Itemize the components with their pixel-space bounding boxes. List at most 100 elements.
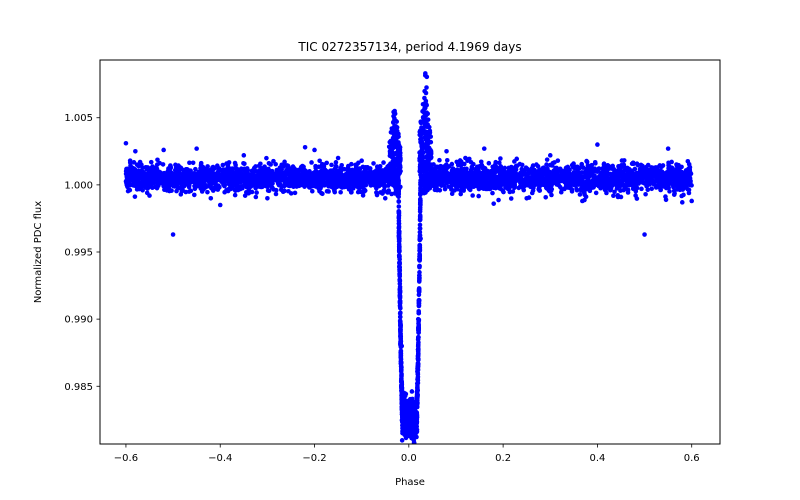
data-point xyxy=(403,434,409,439)
data-point xyxy=(640,179,646,185)
data-point xyxy=(569,187,575,192)
data-point xyxy=(134,187,140,192)
data-point xyxy=(222,182,228,187)
data-point xyxy=(137,159,143,165)
data-point xyxy=(437,180,442,185)
data-point xyxy=(557,178,563,184)
data-point xyxy=(569,178,575,184)
data-point xyxy=(486,175,492,181)
data-point xyxy=(374,190,379,195)
data-point xyxy=(460,167,466,172)
data-point xyxy=(324,169,329,174)
data-point xyxy=(628,179,634,184)
data-point xyxy=(285,180,291,185)
data-point xyxy=(326,189,331,194)
data-point xyxy=(656,170,662,176)
data-point xyxy=(544,162,549,167)
data-point xyxy=(432,187,438,193)
data-point xyxy=(417,222,423,228)
data-point xyxy=(266,160,272,166)
data-point xyxy=(634,196,640,201)
data-point xyxy=(417,277,422,283)
data-point xyxy=(288,183,294,188)
data-point xyxy=(263,174,269,180)
data-point xyxy=(243,170,249,176)
data-point xyxy=(599,178,604,184)
data-point xyxy=(399,372,404,378)
data-point xyxy=(471,184,476,190)
data-point xyxy=(568,174,573,180)
data-point xyxy=(397,303,403,309)
data-point xyxy=(210,188,216,193)
data-point xyxy=(628,168,633,174)
data-point xyxy=(417,217,423,222)
data-point xyxy=(355,176,361,182)
data-point xyxy=(610,172,616,178)
data-point xyxy=(482,171,488,176)
data-point xyxy=(135,178,140,184)
data-point xyxy=(544,173,549,179)
data-point xyxy=(306,174,312,179)
data-point xyxy=(571,163,577,169)
data-point xyxy=(465,182,471,188)
data-point xyxy=(592,159,598,165)
data-point xyxy=(143,180,149,185)
data-point xyxy=(609,166,615,171)
data-point xyxy=(381,160,386,165)
data-point xyxy=(125,184,130,190)
data-point xyxy=(250,174,256,180)
data-point xyxy=(555,158,561,163)
data-point xyxy=(251,165,257,171)
data-point xyxy=(621,182,626,188)
data-point xyxy=(154,177,159,183)
data-point xyxy=(150,171,156,177)
data-point xyxy=(508,183,513,189)
data-point xyxy=(449,191,455,197)
data-point xyxy=(287,168,292,174)
data-point xyxy=(240,185,245,191)
data-point xyxy=(373,168,379,174)
data-point xyxy=(654,174,660,180)
data-point xyxy=(278,175,283,181)
data-point xyxy=(571,174,577,180)
data-point xyxy=(362,182,367,188)
data-point xyxy=(558,166,563,172)
data-point xyxy=(635,162,641,168)
data-point xyxy=(416,325,421,330)
data-point xyxy=(349,174,355,180)
data-point xyxy=(685,159,691,164)
data-point xyxy=(649,186,655,192)
data-point xyxy=(685,186,691,192)
data-point xyxy=(397,299,403,305)
data-point xyxy=(558,189,564,195)
data-point xyxy=(551,172,557,177)
data-point xyxy=(229,166,235,171)
data-point xyxy=(457,183,463,189)
data-point xyxy=(397,293,403,299)
data-point xyxy=(491,185,496,191)
data-point xyxy=(279,167,285,172)
data-point xyxy=(530,163,536,168)
data-point xyxy=(437,157,442,163)
data-point xyxy=(604,163,610,169)
data-point xyxy=(242,161,247,167)
data-point xyxy=(209,180,215,185)
data-point xyxy=(660,163,666,168)
data-point xyxy=(445,165,450,171)
data-point xyxy=(469,171,474,176)
data-point xyxy=(548,188,554,194)
data-point xyxy=(273,161,278,167)
data-point xyxy=(396,244,402,249)
data-point xyxy=(644,164,649,170)
data-point xyxy=(131,160,137,165)
data-point xyxy=(543,195,549,200)
data-point xyxy=(245,180,251,186)
data-point xyxy=(192,180,197,185)
data-point xyxy=(338,189,343,195)
data-point xyxy=(674,162,679,167)
data-point xyxy=(352,181,357,187)
data-point xyxy=(310,174,316,180)
data-point xyxy=(478,159,484,165)
data-point xyxy=(632,166,638,172)
data-point xyxy=(418,185,423,191)
